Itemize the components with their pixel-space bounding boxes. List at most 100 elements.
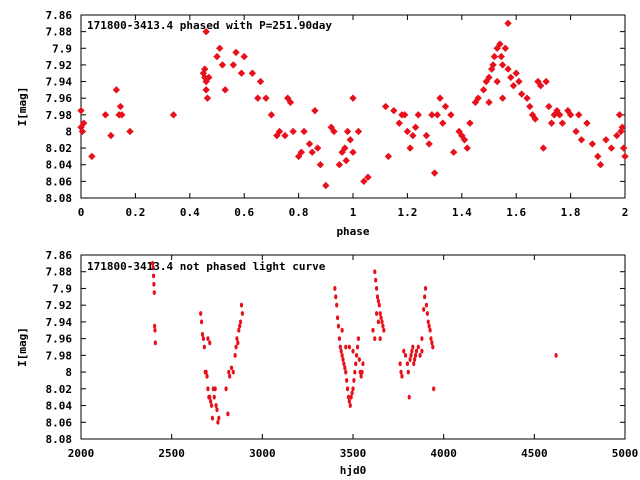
data-point bbox=[216, 419, 220, 425]
data-point bbox=[199, 319, 204, 325]
data-point bbox=[346, 136, 354, 144]
data-point bbox=[352, 378, 356, 383]
data-point bbox=[490, 52, 499, 61]
unphased-x-tick-label: 3500 bbox=[340, 447, 367, 460]
data-point bbox=[364, 173, 372, 181]
data-point bbox=[376, 319, 380, 325]
data-point bbox=[199, 311, 203, 316]
data-point bbox=[77, 106, 85, 115]
unphased-light-curve-panel: 2000 2500 3000 3500 4000 4500 5000 7.86 7.88 7.9 7… bbox=[16, 249, 638, 477]
data-point bbox=[430, 169, 439, 177]
phased-y-tick-label: 8 bbox=[65, 125, 72, 138]
data-point bbox=[334, 294, 338, 300]
data-point bbox=[316, 161, 325, 169]
data-point bbox=[342, 156, 350, 165]
data-point bbox=[305, 140, 314, 148]
data-point bbox=[214, 403, 218, 408]
unphased-x-tick-label: 4000 bbox=[430, 447, 457, 460]
data-point bbox=[617, 127, 625, 136]
data-point bbox=[339, 348, 343, 354]
data-point bbox=[424, 302, 429, 308]
phased-x-tick-label: 0.4 bbox=[180, 206, 200, 219]
data-point bbox=[203, 94, 212, 102]
data-point bbox=[88, 152, 96, 161]
data-point bbox=[414, 111, 422, 119]
data-point bbox=[441, 102, 450, 111]
data-point bbox=[577, 136, 586, 144]
data-point bbox=[107, 131, 115, 140]
data-point bbox=[371, 327, 375, 333]
data-point bbox=[447, 111, 455, 119]
data-point bbox=[226, 411, 230, 417]
data-point bbox=[423, 286, 428, 291]
data-point bbox=[384, 152, 393, 161]
data-point bbox=[231, 369, 235, 375]
data-point bbox=[621, 152, 629, 161]
data-point bbox=[390, 106, 398, 115]
data-point bbox=[340, 327, 344, 333]
data-point bbox=[408, 357, 412, 362]
data-point bbox=[619, 144, 628, 152]
data-point bbox=[212, 394, 216, 400]
unphased-y-tick-label: 7.9 bbox=[52, 282, 72, 295]
data-point bbox=[594, 152, 602, 161]
data-point bbox=[210, 415, 215, 421]
data-point bbox=[236, 340, 240, 346]
data-point bbox=[398, 361, 402, 367]
data-point bbox=[347, 344, 351, 350]
phased-y-tick-label: 7.88 bbox=[46, 26, 73, 39]
data-point bbox=[395, 119, 403, 127]
phased-x-tick-label: 1.8 bbox=[561, 206, 581, 219]
data-point bbox=[152, 281, 156, 287]
data-point bbox=[262, 94, 270, 102]
data-point bbox=[613, 131, 621, 140]
data-point bbox=[539, 144, 548, 152]
data-point bbox=[463, 144, 471, 152]
phased-plot-title: 171800-3413.4 phased with P=251.90day bbox=[87, 19, 332, 32]
unphased-y-tick-label: 8.08 bbox=[46, 433, 73, 446]
data-point bbox=[379, 315, 383, 321]
data-point bbox=[479, 86, 488, 94]
data-point bbox=[208, 394, 212, 400]
data-point bbox=[413, 352, 418, 358]
data-point bbox=[402, 348, 406, 354]
unphased-y-tick-label: 7.94 bbox=[46, 316, 73, 329]
data-point bbox=[313, 144, 322, 152]
data-point bbox=[430, 340, 434, 346]
phased-x-tick-label: 2 bbox=[622, 206, 629, 219]
data-point bbox=[439, 119, 447, 127]
data-point bbox=[300, 127, 308, 136]
data-point bbox=[547, 119, 556, 127]
data-point bbox=[554, 352, 558, 358]
data-point bbox=[353, 369, 357, 375]
data-point bbox=[498, 94, 507, 102]
unphased-x-tick-label: 2000 bbox=[68, 447, 95, 460]
data-point bbox=[308, 148, 316, 156]
data-point bbox=[526, 102, 534, 111]
data-point bbox=[409, 131, 417, 140]
data-point bbox=[240, 311, 244, 316]
data-point bbox=[382, 327, 386, 333]
data-point bbox=[202, 86, 210, 94]
data-point bbox=[229, 61, 237, 69]
data-point bbox=[422, 306, 426, 312]
phased-x-tick-label: 1 bbox=[350, 206, 357, 219]
data-point bbox=[151, 265, 155, 270]
data-point bbox=[427, 323, 431, 329]
data-point bbox=[209, 398, 213, 404]
data-point bbox=[237, 69, 246, 77]
data-point bbox=[239, 302, 244, 308]
data-point bbox=[431, 344, 435, 350]
data-point bbox=[218, 61, 227, 69]
data-point bbox=[449, 148, 458, 156]
data-point bbox=[351, 386, 355, 392]
data-point bbox=[204, 369, 208, 375]
phased-x-tick-label: 1.6 bbox=[506, 206, 526, 219]
unphased-y-tick-label: 8.04 bbox=[46, 400, 73, 413]
phased-y-tick-label: 7.92 bbox=[46, 59, 73, 72]
data-point bbox=[426, 319, 430, 325]
unphased-plot-frame bbox=[80, 254, 626, 440]
data-point bbox=[378, 336, 382, 342]
data-point bbox=[504, 65, 512, 73]
unphased-plot-title: 171800-3413.4 not phased light curve bbox=[87, 260, 326, 273]
